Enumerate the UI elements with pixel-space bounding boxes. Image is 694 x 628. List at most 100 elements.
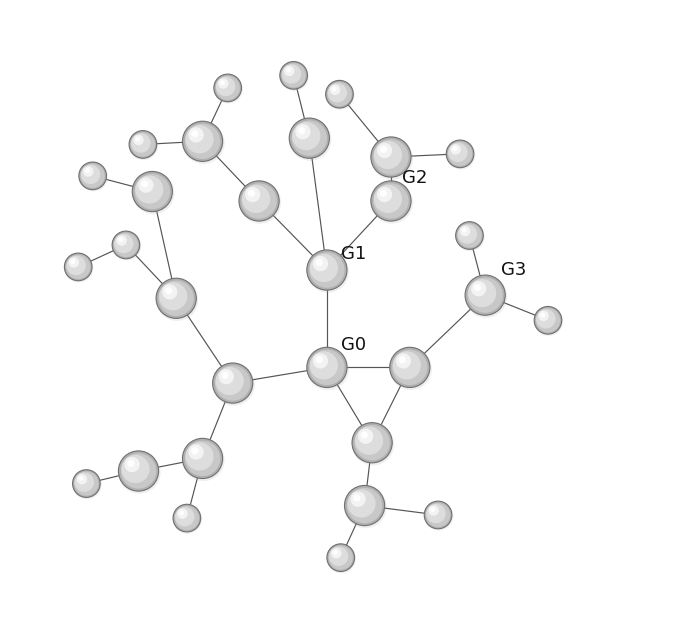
Circle shape [430,507,435,512]
Circle shape [242,185,270,213]
Circle shape [358,429,373,444]
Circle shape [344,485,384,526]
Circle shape [460,226,471,236]
Circle shape [424,501,452,529]
Circle shape [330,85,340,95]
Circle shape [79,163,108,192]
Circle shape [355,425,390,460]
Circle shape [332,87,337,92]
Circle shape [138,178,153,193]
Circle shape [426,503,450,527]
Circle shape [448,142,472,166]
Circle shape [446,141,475,170]
Circle shape [183,438,223,479]
Circle shape [78,476,83,481]
Circle shape [456,222,484,251]
Circle shape [325,80,353,108]
Circle shape [218,78,228,89]
Circle shape [73,470,100,497]
Circle shape [286,68,291,73]
Circle shape [465,275,505,315]
Circle shape [127,460,135,467]
Circle shape [289,119,332,161]
Circle shape [183,122,225,164]
Circle shape [212,363,253,403]
Circle shape [214,74,242,102]
Circle shape [118,237,123,242]
Circle shape [67,256,86,275]
Circle shape [471,281,486,296]
Circle shape [310,351,338,379]
Circle shape [426,504,446,523]
Circle shape [173,504,201,532]
Circle shape [284,66,294,76]
Circle shape [212,364,255,406]
Circle shape [112,231,139,259]
Circle shape [344,486,387,528]
Circle shape [390,347,430,387]
Circle shape [316,259,323,266]
Circle shape [380,146,387,153]
Circle shape [371,137,411,177]
Circle shape [352,423,392,463]
Text: G3: G3 [501,261,526,279]
Circle shape [280,62,307,89]
Circle shape [465,276,507,318]
Circle shape [393,351,421,379]
Circle shape [177,509,187,519]
Circle shape [185,125,214,153]
Circle shape [135,174,170,209]
Circle shape [534,307,563,336]
Circle shape [534,306,561,334]
Circle shape [452,146,457,151]
Circle shape [307,347,347,387]
Circle shape [536,309,556,328]
Circle shape [135,137,140,142]
Circle shape [316,356,323,364]
Circle shape [130,133,155,156]
Circle shape [85,168,90,173]
Circle shape [280,62,309,91]
Circle shape [131,133,151,153]
Circle shape [428,506,439,516]
Circle shape [185,442,214,470]
Text: G2: G2 [403,169,428,187]
Circle shape [540,313,545,318]
Circle shape [175,506,199,530]
Circle shape [133,171,172,212]
Circle shape [310,350,345,385]
Circle shape [192,447,198,455]
Circle shape [156,278,196,318]
Circle shape [328,82,352,106]
Circle shape [313,256,328,271]
Circle shape [333,550,338,555]
Circle shape [129,131,158,160]
Circle shape [185,441,220,476]
Circle shape [242,183,277,219]
Circle shape [119,452,160,494]
Circle shape [183,121,223,161]
Circle shape [291,121,327,156]
Circle shape [373,183,409,219]
Circle shape [71,259,76,264]
Circle shape [215,365,251,401]
Circle shape [75,472,94,492]
Circle shape [129,131,157,158]
Circle shape [371,138,413,180]
Circle shape [141,180,149,188]
Circle shape [77,474,87,484]
Circle shape [373,139,409,175]
Circle shape [310,254,338,282]
Circle shape [468,279,496,307]
Circle shape [79,162,106,190]
Circle shape [292,122,321,150]
Circle shape [248,190,255,197]
Circle shape [348,489,375,517]
Circle shape [83,166,94,176]
Circle shape [374,185,402,213]
Circle shape [221,372,229,379]
Circle shape [325,81,355,110]
Circle shape [69,257,79,268]
Circle shape [121,455,149,483]
Circle shape [282,63,306,87]
